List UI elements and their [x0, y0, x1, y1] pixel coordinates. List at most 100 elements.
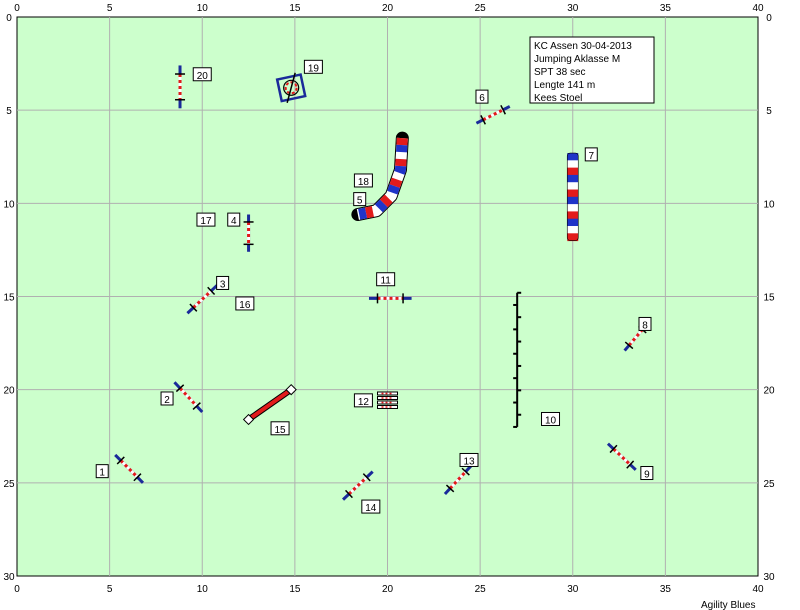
label-text: 17 — [200, 216, 212, 227]
label-box — [270, 421, 290, 436]
label-box — [192, 67, 212, 82]
label-box — [353, 192, 367, 207]
y-tick-right: 20 — [763, 386, 775, 397]
tunnel-segment — [567, 226, 579, 234]
jump — [606, 442, 637, 471]
tunnel-segment — [567, 211, 579, 220]
tyre — [275, 72, 307, 103]
label-text: 5 — [357, 196, 363, 207]
jump — [186, 284, 219, 315]
y-tick-left: 25 — [3, 479, 15, 490]
label-text: 3 — [220, 279, 226, 290]
info-line-spt: SPT 38 sec — [534, 67, 586, 78]
jump-wing — [500, 104, 507, 115]
y-tick-left: 30 — [3, 572, 15, 583]
obstacle-number-label: 11 — [376, 272, 396, 287]
label-box — [361, 499, 381, 514]
label-box — [353, 173, 373, 188]
long-jump — [377, 391, 398, 409]
y-tick-right: 25 — [763, 479, 775, 490]
jump-wing — [624, 341, 634, 350]
label-box — [541, 411, 561, 426]
obstacle-number-label: 10 — [541, 411, 561, 426]
obstacle-number-label: 12 — [353, 393, 373, 408]
jump-bar-red — [612, 447, 632, 466]
y-tick-left: 5 — [6, 106, 12, 117]
obstacle-number-label: 5 — [353, 192, 367, 207]
info-box: KC Assen 30-04-2013 Jumping Aklasse M SP… — [529, 36, 655, 104]
jump-wing — [207, 286, 216, 296]
obstacle-number-label: 3 — [216, 275, 230, 290]
obstacle-number-label: 20 — [192, 67, 212, 82]
label-box — [640, 466, 654, 481]
tyre-ring — [284, 81, 298, 95]
info-line-judge: Kees Stoel — [534, 93, 582, 104]
info-box-frame — [529, 36, 655, 104]
label-text: 16 — [239, 300, 251, 311]
obstacle-number-label: 14 — [361, 499, 381, 514]
seesaw-plank — [247, 388, 293, 422]
label-text: 10 — [545, 415, 557, 426]
label-box — [638, 316, 652, 331]
y-tick-right: 15 — [763, 293, 775, 304]
obstacle-number-label: 6 — [475, 89, 489, 104]
tunnel-stripe-red — [356, 137, 408, 220]
jump — [443, 465, 472, 496]
x-tick-top: 10 — [197, 3, 209, 14]
jump — [342, 470, 374, 501]
y-tick-left: 15 — [3, 293, 15, 304]
jump-wing — [445, 484, 455, 493]
jump-bar-red — [449, 470, 467, 490]
y-tick-left: 10 — [3, 199, 15, 210]
y-tick-left: 0 — [6, 13, 12, 24]
y-tick-right: 0 — [766, 13, 772, 24]
label-box — [216, 275, 230, 290]
x-tick-bottom: 5 — [107, 584, 113, 595]
label-box — [353, 393, 373, 408]
jump-wing — [192, 402, 201, 411]
info-line-class: Jumping Aklasse M — [534, 54, 620, 65]
label-box — [196, 212, 216, 227]
x-tick-top: 35 — [660, 3, 672, 14]
label-text: 13 — [463, 456, 475, 467]
jump — [475, 104, 511, 125]
curved-tunnel — [351, 131, 409, 222]
label-box — [160, 391, 174, 406]
x-tick-bottom: 10 — [197, 584, 209, 595]
jump — [114, 453, 145, 484]
label-text: 14 — [365, 503, 377, 514]
jump-wing — [626, 460, 635, 469]
label-box — [459, 452, 479, 467]
x-tick-top: 25 — [475, 3, 487, 14]
jump-wing — [175, 384, 185, 393]
jump-wing — [362, 473, 371, 482]
obstacle-number-label: 17 — [196, 212, 216, 227]
jump — [368, 293, 412, 304]
obstacle-number-label: 7 — [584, 147, 598, 162]
obstacle-number-label: 19 — [303, 59, 323, 74]
label-text: 6 — [479, 93, 485, 104]
x-tick-top: 40 — [752, 3, 764, 14]
label-text: 1 — [99, 468, 105, 479]
label-box — [584, 147, 598, 162]
label-text: 7 — [588, 151, 594, 162]
seesaw — [242, 384, 297, 426]
obstacle-number-label: 18 — [353, 173, 373, 188]
seesaw-contact-zone — [242, 413, 255, 426]
x-tick-top: 15 — [289, 3, 301, 14]
tunnel-segment — [567, 189, 579, 198]
tunnel-segment — [567, 218, 579, 227]
label-box — [376, 272, 396, 287]
tunnel-segment — [567, 182, 579, 191]
jump-bar-red — [119, 459, 139, 479]
x-tick-top: 5 — [107, 3, 113, 14]
label-text: 2 — [164, 395, 170, 406]
label-text: 12 — [358, 397, 370, 408]
obstacle-number-label: 16 — [235, 296, 255, 311]
label-text: 8 — [642, 320, 648, 331]
jump-bar-red — [482, 108, 504, 122]
obstacle-number-label: 1 — [95, 464, 109, 479]
